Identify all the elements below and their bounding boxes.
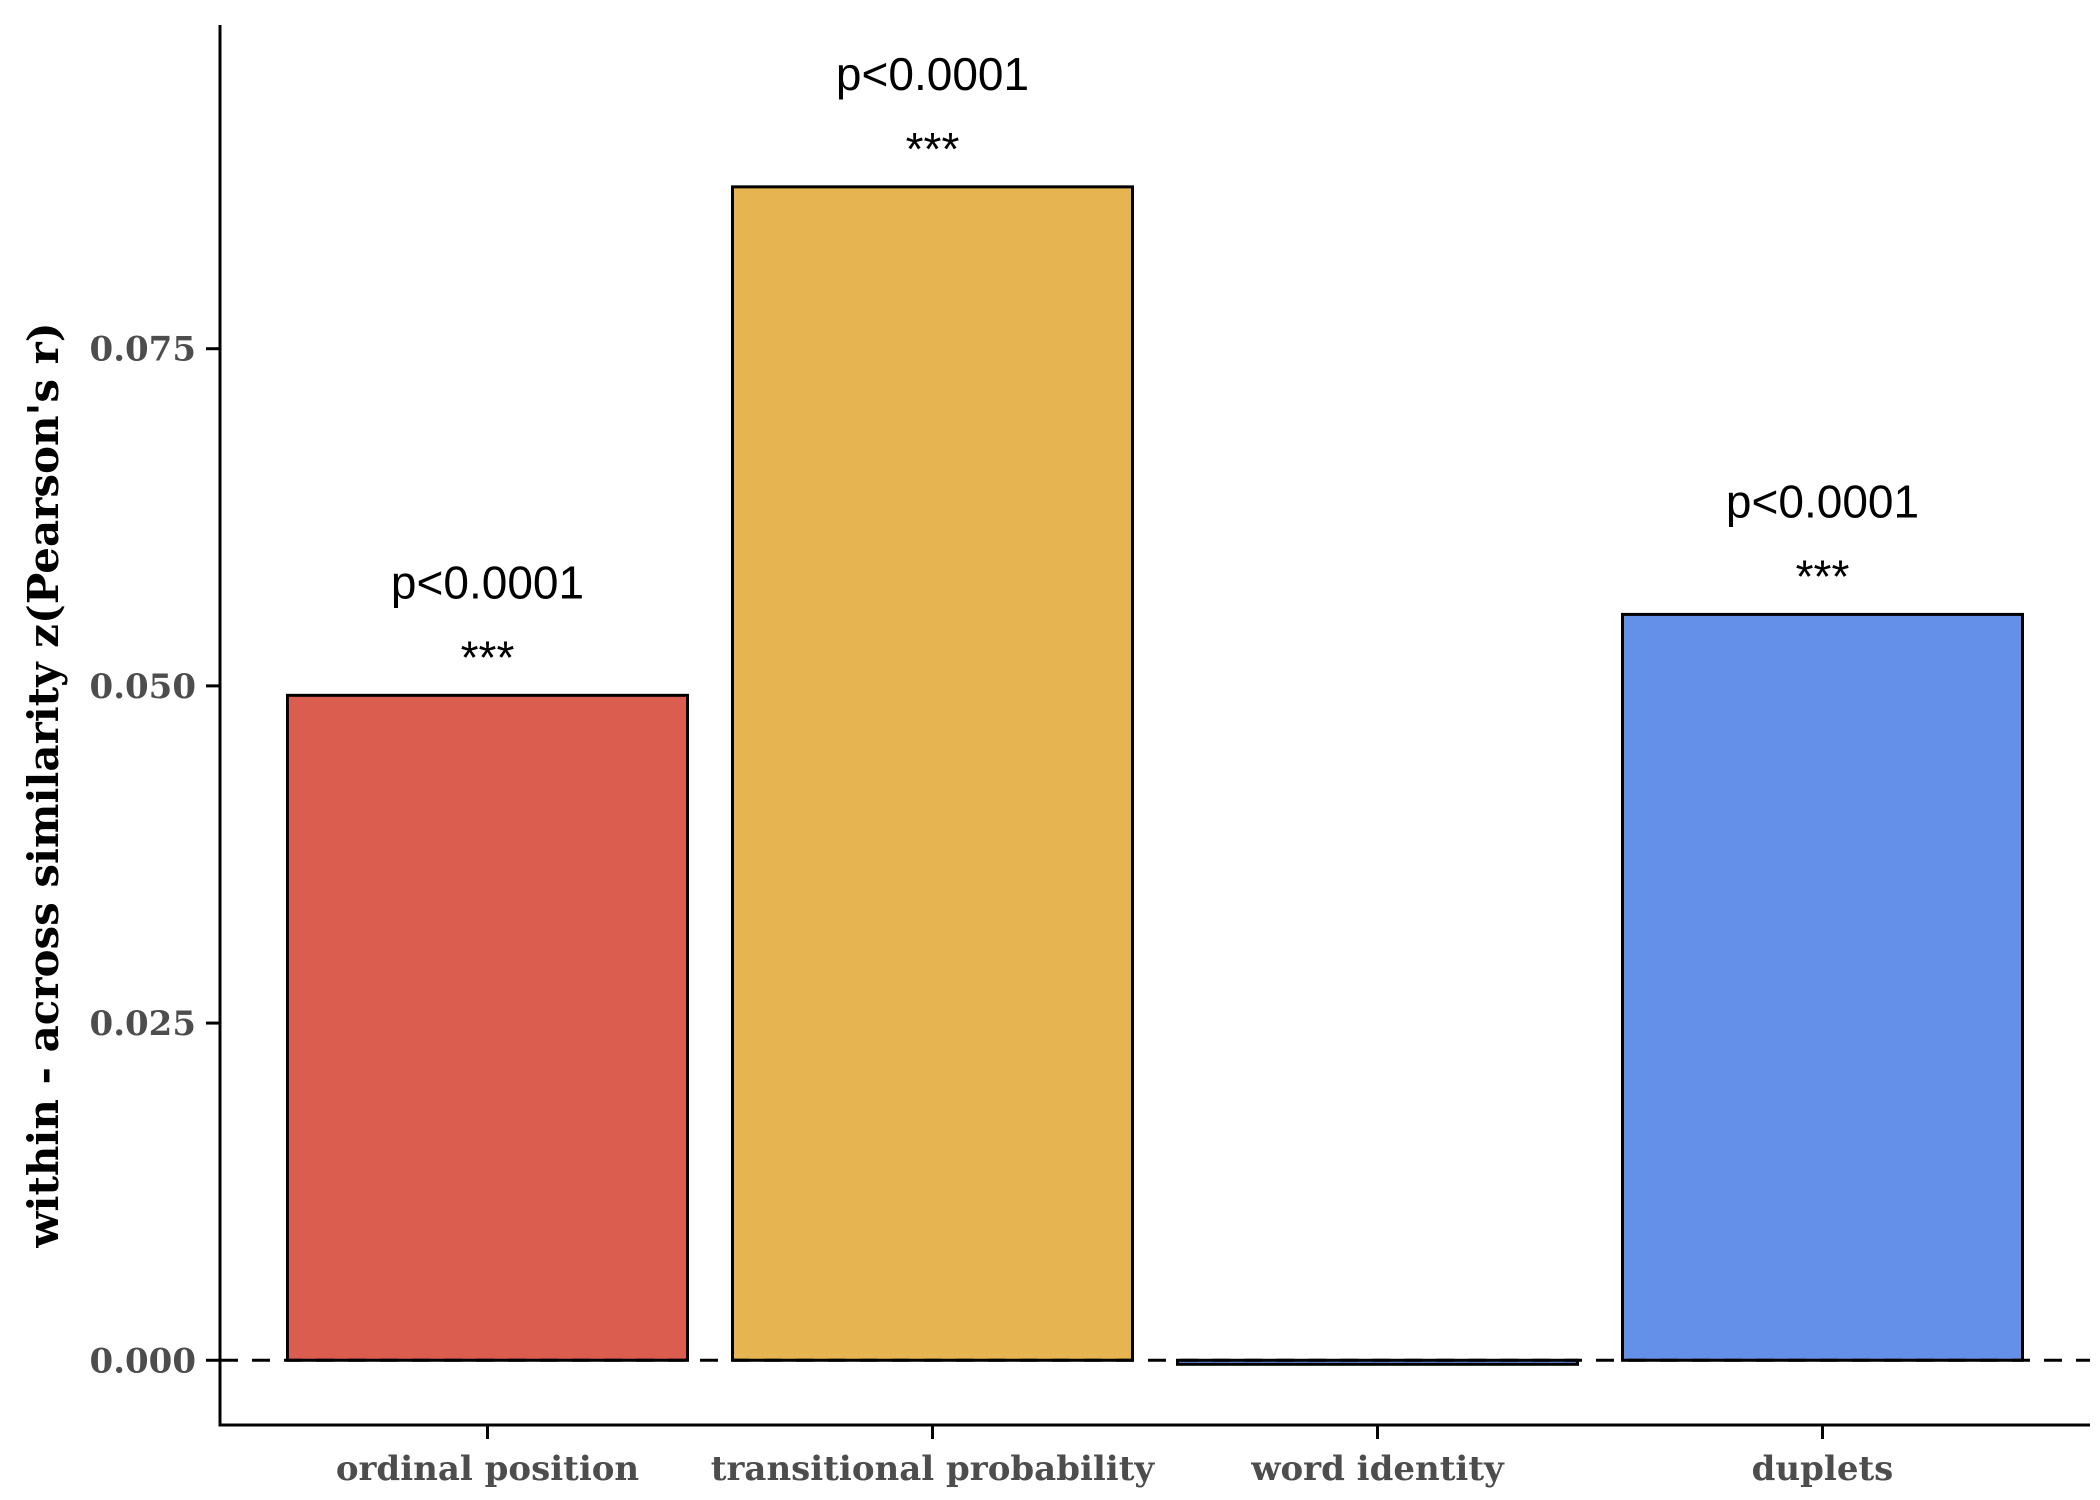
y-axis-title: within - across similarity z(Pearson's r… bbox=[19, 322, 68, 1248]
significance-stars-ordinal-position: *** bbox=[461, 631, 515, 683]
y-tick-label: 0.000 bbox=[90, 1341, 196, 1381]
y-ticks-group: 0.000 0.025 0.050 0.075 bbox=[90, 330, 220, 1381]
significance-stars-transitional-probability: *** bbox=[906, 123, 960, 175]
x-tick-label-word-identity: word identity bbox=[1250, 1449, 1505, 1489]
bar-transitional-probability bbox=[731, 185, 1134, 1362]
p-value-label-duplets: p<0.0001 bbox=[1726, 475, 1919, 527]
axes-group bbox=[218, 25, 2090, 1427]
annotations-group: p<0.0001 *** p<0.0001 *** p<0.0001 *** bbox=[391, 48, 1919, 683]
bar-duplets bbox=[1621, 612, 2024, 1362]
y-tick-label: 0.075 bbox=[90, 330, 196, 370]
p-value-label-ordinal-position: p<0.0001 bbox=[391, 556, 584, 608]
y-tick-label: 0.050 bbox=[90, 667, 196, 707]
x-tick-label-transitional-probability: transitional probability bbox=[711, 1449, 1156, 1489]
x-tick-label-ordinal-position: ordinal position bbox=[336, 1449, 639, 1489]
y-tick-label: 0.025 bbox=[90, 1004, 196, 1044]
bar-ordinal-position bbox=[286, 693, 689, 1362]
bars-group bbox=[286, 185, 2024, 1366]
x-tick-label-duplets: duplets bbox=[1752, 1449, 1894, 1489]
p-value-label-transitional-probability: p<0.0001 bbox=[836, 48, 1029, 100]
x-ticks-group: ordinal position transitional probability… bbox=[336, 1425, 1893, 1489]
significance-stars-duplets: *** bbox=[1796, 550, 1850, 602]
